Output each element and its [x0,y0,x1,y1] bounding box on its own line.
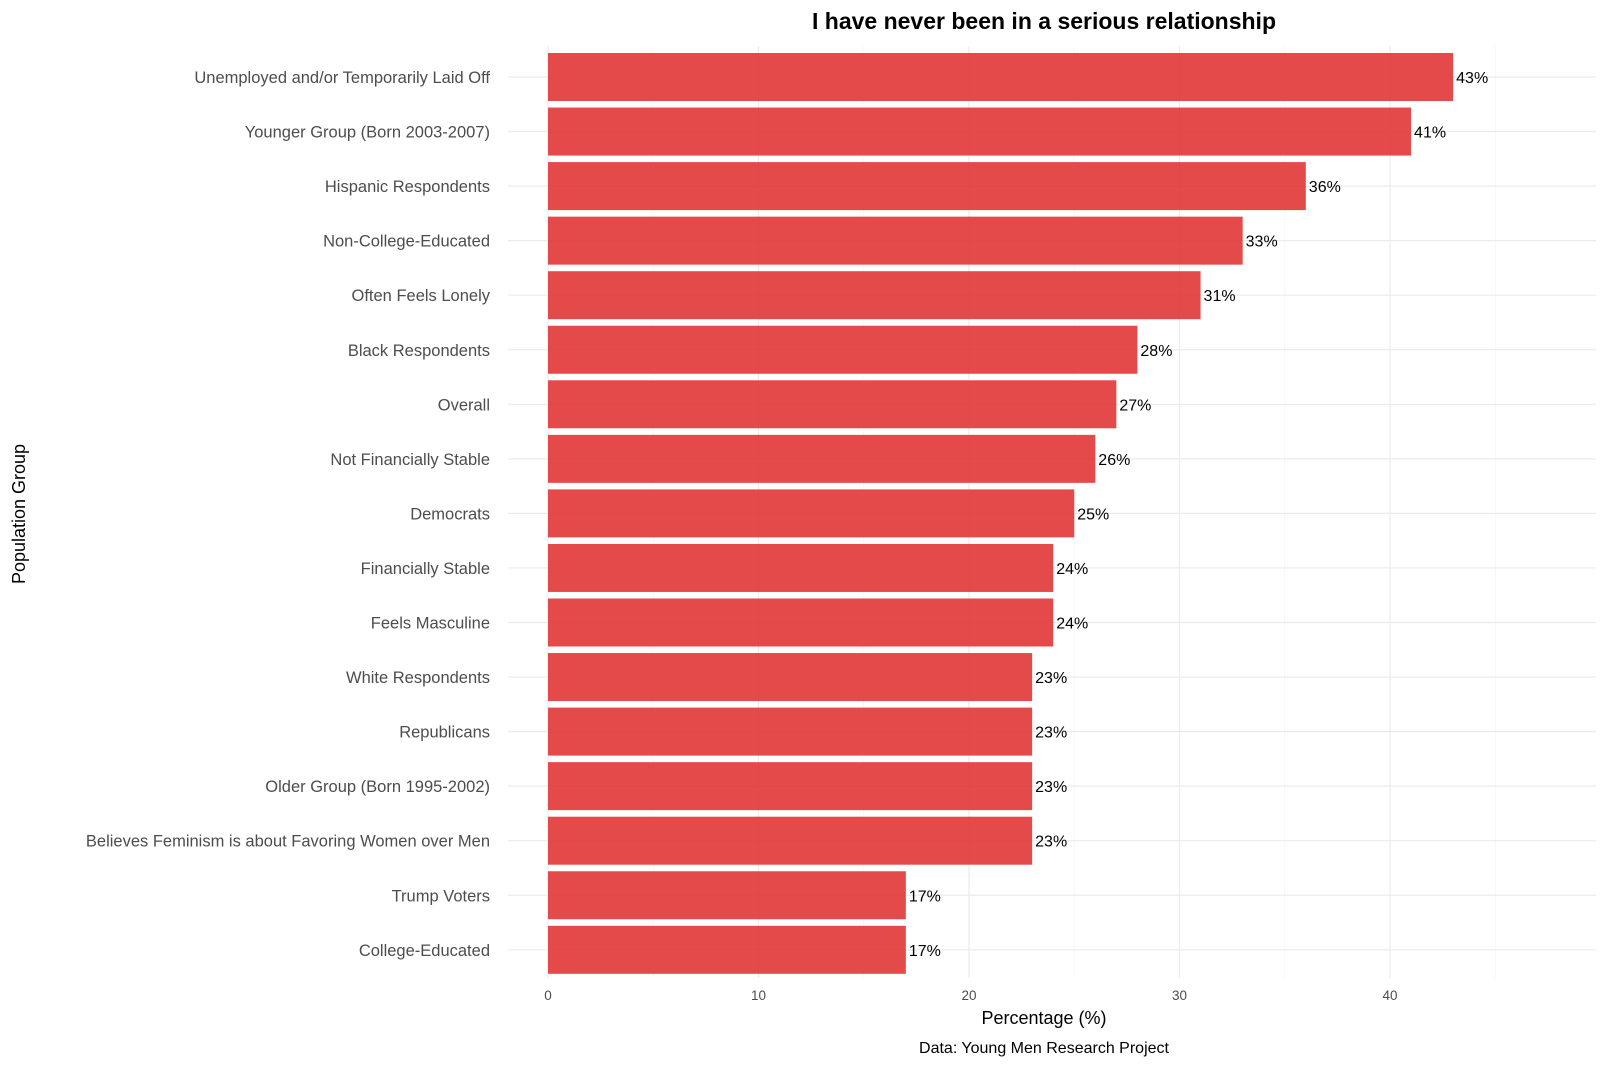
x-tick-label: 20 [961,988,976,1003]
bar [548,925,906,974]
data-label: 31% [1204,288,1236,305]
bar [548,871,906,920]
bars [548,53,1454,974]
data-label: 41% [1414,125,1446,142]
bar [548,271,1201,320]
data-label: 23% [1035,725,1067,742]
data-label: 23% [1035,834,1067,851]
category-label: Younger Group (Born 2003-2007) [245,124,490,142]
data-label: 23% [1035,779,1067,796]
bar [548,762,1033,811]
bar [548,380,1117,429]
bar [548,543,1054,592]
category-label: Trump Voters [392,887,490,905]
x-axis-title: Percentage (%) [981,1008,1106,1028]
data-label: 43% [1456,70,1488,87]
bar [548,707,1033,756]
category-label: Republicans [399,724,490,742]
bar [548,107,1412,156]
y-axis-title: Population Group [9,444,29,584]
x-tick-label: 30 [1172,988,1187,1003]
bar [548,434,1096,483]
bar [548,325,1138,374]
category-label: Black Respondents [348,342,490,360]
bar [548,653,1033,702]
data-label: 24% [1056,616,1088,633]
data-label: 27% [1119,397,1151,414]
x-tick-label: 0 [544,988,552,1003]
x-tick-label: 10 [751,988,766,1003]
category-label: Older Group (Born 1995-2002) [265,778,490,796]
data-label: 23% [1035,670,1067,687]
data-label: 25% [1077,506,1109,523]
category-label: Feels Masculine [371,615,490,633]
data-labels: 43% 41% 36% 33% 31% 28% 27% 26% 25% 24% 24% 23% 23% 2… [909,70,1488,960]
category-label: Believes Feminism is about Favoring Wome… [86,833,490,851]
x-axis-ticks: 0 10 20 30 40 [544,988,1397,1003]
bar [548,489,1075,538]
category-label: White Respondents [346,669,490,687]
bar [548,53,1454,101]
x-tick-label: 40 [1382,988,1397,1003]
category-label: Non-College-Educated [323,233,490,251]
category-label: Democrats [410,505,490,523]
data-label: 36% [1309,179,1341,196]
data-label: 17% [909,943,941,960]
category-label: College-Educated [359,942,490,960]
bar [548,216,1243,265]
category-label: Hispanic Respondents [325,178,490,196]
category-label: Not Financially Stable [330,451,490,469]
data-label: 24% [1056,561,1088,578]
data-label: 26% [1098,452,1130,469]
data-label: 28% [1140,343,1172,360]
bar [548,598,1054,647]
bar [548,816,1033,865]
chart-caption: Data: Young Men Research Project [919,1040,1169,1057]
category-labels: Unemployed and/or Temporarily Laid Off Yo… [86,69,491,960]
category-label: Often Feels Lonely [352,287,491,305]
data-label: 33% [1246,234,1278,251]
data-label: 17% [909,888,941,905]
category-label: Unemployed and/or Temporarily Laid Off [194,69,490,87]
category-label: Financially Stable [361,560,490,578]
category-label: Overall [438,396,490,414]
chart-title: I have never been in a serious relations… [812,8,1276,34]
bar [548,162,1306,211]
